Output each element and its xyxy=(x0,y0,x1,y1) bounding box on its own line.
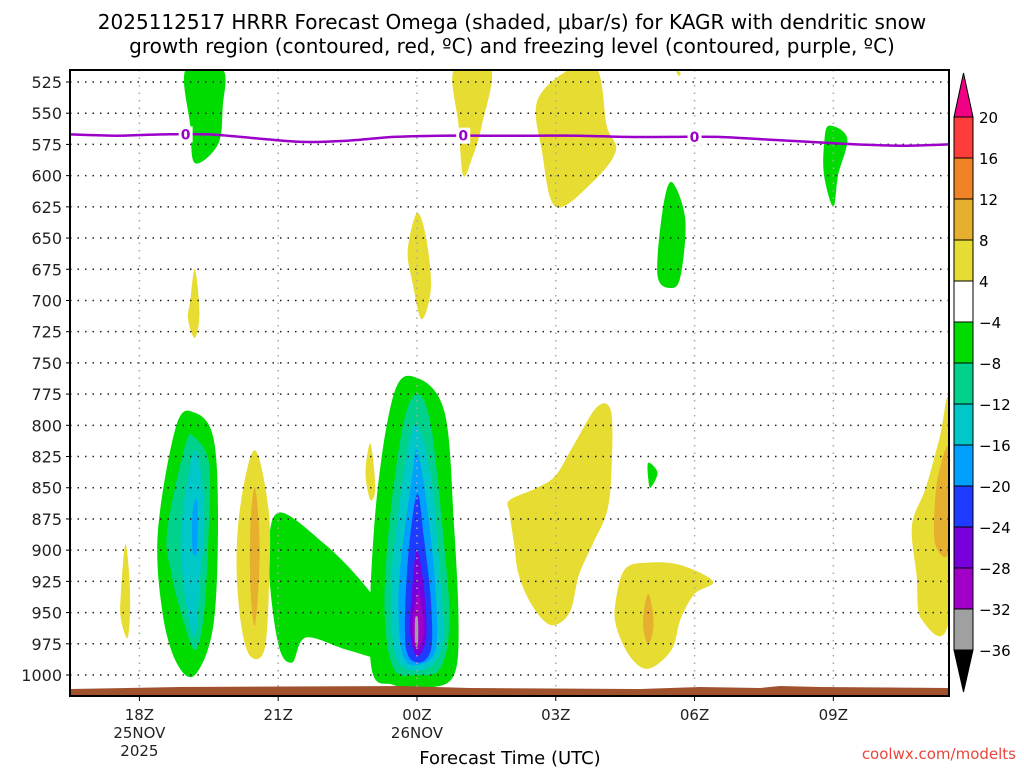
omega-region xyxy=(365,443,376,501)
y-tick-label: 700 xyxy=(31,291,62,310)
y-tick-label: 850 xyxy=(31,479,62,498)
omega-region xyxy=(933,446,949,558)
colorbar-swatch xyxy=(953,526,974,569)
colorbar-label: 16 xyxy=(979,150,998,168)
colorbar-swatch xyxy=(953,198,974,241)
y-tick-label: 550 xyxy=(31,104,62,123)
colorbar-label: −28 xyxy=(979,560,1011,578)
x-tick-label: 21Z xyxy=(263,706,292,724)
omega-region xyxy=(676,70,681,76)
y-tick-label: 900 xyxy=(31,541,62,560)
omega-region xyxy=(911,396,949,637)
colorbar-swatch xyxy=(953,116,974,159)
colorbar-swatch xyxy=(953,444,974,487)
y-tick-label: 675 xyxy=(31,260,62,279)
omega-region xyxy=(407,212,432,320)
colorbar-label: 12 xyxy=(979,191,998,209)
y-tick-label: 750 xyxy=(31,354,62,373)
chart-title-line-1: 2025112517 HRRR Forecast Omega (shaded, … xyxy=(98,10,926,34)
colorbar-label: −4 xyxy=(979,314,1001,332)
colorbar-label: 8 xyxy=(979,232,989,250)
y-tick-label: 775 xyxy=(31,385,62,404)
freezing-level-contour: 0 0 0 xyxy=(70,126,949,147)
contour-label-bg xyxy=(687,128,702,145)
y-tick-label: 875 xyxy=(31,510,62,529)
colorbar-swatch xyxy=(953,321,974,364)
colorbar-swatch xyxy=(953,157,974,200)
x-tick-label: 03Z xyxy=(541,706,570,724)
x-tick-label: 00Z xyxy=(402,706,431,724)
omega-region xyxy=(192,498,198,556)
omega-region xyxy=(823,125,848,207)
y-tick-label: 600 xyxy=(31,167,62,186)
omega-region xyxy=(187,269,200,338)
x-tick-label: 06Z xyxy=(680,706,709,724)
contour-label-bg xyxy=(178,126,193,143)
colorbar-swatch xyxy=(953,362,974,405)
x-tick-label: 25NOV xyxy=(113,724,166,742)
x-tick-label: 26NOV xyxy=(391,724,444,742)
omega-region xyxy=(452,70,493,177)
x-tick-label: 09Z xyxy=(819,706,848,724)
y-tick-label: 825 xyxy=(31,448,62,467)
omega-region xyxy=(614,562,714,669)
colorbar-swatch xyxy=(953,280,974,323)
colorbar-label: 20 xyxy=(979,109,998,127)
colorbar-label: −32 xyxy=(979,601,1011,619)
y-tick-label: 650 xyxy=(31,229,62,248)
y-tick-label: 925 xyxy=(31,572,62,591)
omega-region xyxy=(535,70,617,208)
freezing-level-line xyxy=(70,132,949,147)
y-tick-label: 800 xyxy=(31,416,62,435)
y-tick-label: 575 xyxy=(31,135,62,154)
freezing-level-label: 0 xyxy=(690,130,700,146)
omega-region xyxy=(657,181,686,288)
colorbar-over-arrow xyxy=(953,72,974,118)
freezing-level-label: 0 xyxy=(458,129,468,145)
omega-region xyxy=(183,70,226,164)
chart-title-line-2: growth region (contoured, red, ºC) and f… xyxy=(129,34,895,58)
y-tick-label: 725 xyxy=(31,323,62,342)
x-tick-label: 2025 xyxy=(120,742,158,760)
terrain xyxy=(70,686,949,696)
colorbar-swatch xyxy=(953,567,974,610)
colorbar-label: −20 xyxy=(979,478,1011,496)
omega-region xyxy=(414,615,419,647)
plot-frame xyxy=(69,69,950,697)
y-tick-label: 625 xyxy=(31,198,62,217)
y-tick-label: 950 xyxy=(31,604,62,623)
freezing-level-label: 0 xyxy=(181,127,191,143)
colorbar-swatch xyxy=(953,403,974,446)
omega-region xyxy=(507,403,613,626)
omega-region xyxy=(643,593,654,644)
x-tick-label: 18Z xyxy=(125,706,154,724)
y-tick-label: 975 xyxy=(31,635,62,654)
colorbar-swatch xyxy=(953,608,974,651)
omega-region xyxy=(249,487,260,627)
colorbar-label: −24 xyxy=(979,519,1011,537)
plot-area: 0 0 0 xyxy=(69,69,950,697)
colorbar-under-arrow xyxy=(953,649,974,693)
credit-text: coolwx.com/modelts xyxy=(862,745,1016,763)
y-tick-label: 525 xyxy=(31,73,62,92)
terrain-surface xyxy=(70,686,949,696)
y-axis: 525 550 575 600 625 650 675 700 725 750 775 800 825 8… xyxy=(21,73,70,685)
colorbar-label: −16 xyxy=(979,437,1011,455)
omega-region xyxy=(647,462,658,488)
omega-region xyxy=(120,543,131,639)
colorbar-label: −12 xyxy=(979,396,1011,414)
colorbar-label: 4 xyxy=(979,273,989,291)
colorbar-label: −8 xyxy=(979,355,1001,373)
colorbar-swatch xyxy=(953,239,974,282)
colorbar-label: −36 xyxy=(979,642,1011,660)
colorbar-swatch xyxy=(953,485,974,528)
x-axis-label: Forecast Time (UTC) xyxy=(419,748,600,768)
omega-shading xyxy=(120,70,949,689)
contour-label-bg xyxy=(456,127,471,144)
colorbar: 20 16 12 8 4 −4 −8 −12 −16 −20 −24 −28 −32 −36 xyxy=(953,72,1011,693)
y-tick-label: 1000 xyxy=(21,666,62,685)
